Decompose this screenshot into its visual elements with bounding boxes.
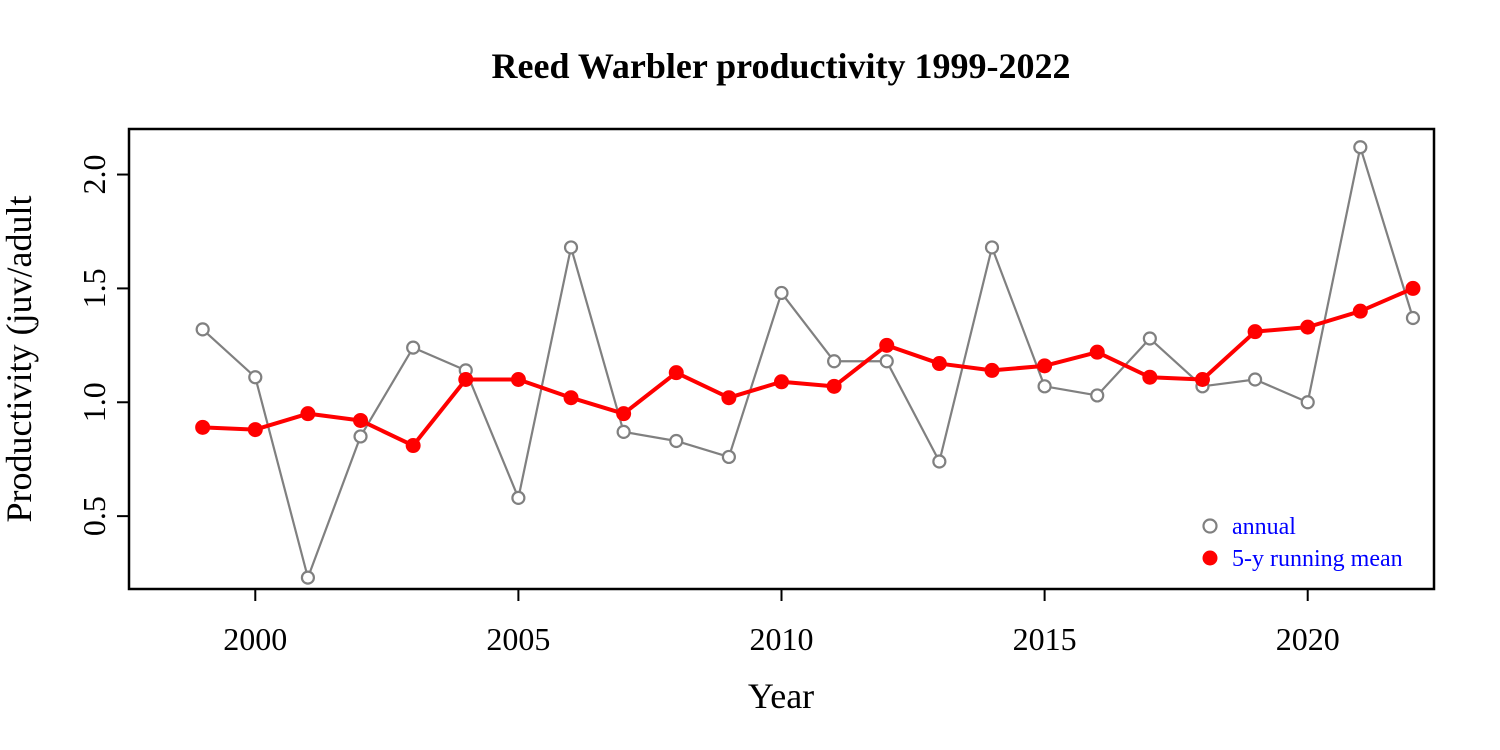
legend: annual 5-y running mean xyxy=(1202,514,1403,572)
point-5-y-running-mean-2010 xyxy=(774,374,789,390)
point-annual-2007 xyxy=(616,424,631,439)
point-annual-2002 xyxy=(353,429,368,444)
point-annual-2015 xyxy=(1037,379,1052,394)
point-annual-1999 xyxy=(195,322,210,337)
point-annual-2019 xyxy=(1247,372,1263,387)
y-tick-label-1.5: 1.5 xyxy=(76,268,112,308)
point-5-y-running-mean-2009 xyxy=(721,390,737,406)
series-line-5-y-running-mean xyxy=(202,286,1414,448)
chart-title: Reed Warbler productivity 1999-2022 xyxy=(492,46,1071,86)
x-axis: 2000 2005 2010 2015 2020 xyxy=(223,589,1340,657)
point-5-y-running-mean-2006 xyxy=(563,390,579,406)
point-annual-2020 xyxy=(1300,395,1315,410)
point-annual-2012 xyxy=(879,354,894,369)
y-tick-label-0.5: 0.5 xyxy=(76,496,112,536)
point-annual-2000 xyxy=(248,370,263,385)
series-annual xyxy=(195,140,1421,585)
point-5-y-running-mean-2000 xyxy=(247,422,263,438)
point-5-y-running-mean-2013 xyxy=(931,356,947,372)
y-axis-label: Productivity (juv/adult xyxy=(0,196,39,523)
point-annual-2011 xyxy=(827,354,842,369)
point-annual-2021 xyxy=(1353,140,1368,155)
legend-mean-label: 5-y running mean xyxy=(1232,546,1403,572)
point-annual-2022 xyxy=(1405,310,1421,326)
x-tick-label-2005: 2005 xyxy=(486,621,550,657)
series-5-y-running-mean xyxy=(195,280,1421,454)
y-tick-label-1.0: 1.0 xyxy=(76,382,112,422)
legend-mean-marker xyxy=(1202,550,1218,566)
point-annual-2009 xyxy=(721,449,736,465)
point-annual-2008 xyxy=(669,433,684,449)
point-5-y-running-mean-2012 xyxy=(879,337,895,353)
point-5-y-running-mean-2008 xyxy=(668,365,684,381)
point-annual-2005 xyxy=(511,490,526,506)
point-annual-2016 xyxy=(1090,388,1105,403)
point-annual-2003 xyxy=(406,340,421,355)
point-5-y-running-mean-1999 xyxy=(195,419,211,435)
point-5-y-running-mean-2007 xyxy=(616,406,632,422)
series-layer xyxy=(195,140,1421,585)
point-5-y-running-mean-2018 xyxy=(1194,371,1210,387)
x-tick-label-2020: 2020 xyxy=(1276,621,1340,657)
point-annual-2014 xyxy=(984,240,1000,255)
point-5-y-running-mean-2015 xyxy=(1037,358,1053,374)
point-annual-2017 xyxy=(1142,331,1157,346)
point-annual-2006 xyxy=(563,240,579,255)
legend-annual-label: annual xyxy=(1232,514,1296,540)
point-5-y-running-mean-2019 xyxy=(1247,324,1263,340)
point-5-y-running-mean-2014 xyxy=(984,362,1000,378)
y-tick-label-2.0: 2.0 xyxy=(76,155,112,195)
x-tick-label-2000: 2000 xyxy=(223,621,287,657)
point-5-y-running-mean-2020 xyxy=(1300,319,1316,335)
point-5-y-running-mean-2021 xyxy=(1352,303,1368,319)
legend-annual-marker xyxy=(1202,518,1218,534)
series-line-annual xyxy=(201,146,1415,579)
point-annual-2010 xyxy=(774,285,789,301)
point-5-y-running-mean-2003 xyxy=(405,438,421,454)
y-axis: 0.5 1.0 1.5 2.0 xyxy=(76,155,129,536)
point-5-y-running-mean-2004 xyxy=(458,371,474,387)
point-5-y-running-mean-2002 xyxy=(353,412,369,428)
point-5-y-running-mean-2001 xyxy=(300,406,316,422)
point-5-y-running-mean-2022 xyxy=(1405,280,1421,296)
point-5-y-running-mean-2005 xyxy=(510,371,526,387)
point-annual-2013 xyxy=(932,454,947,469)
point-annual-2001 xyxy=(300,570,316,585)
x-tick-label-2015: 2015 xyxy=(1013,621,1077,657)
point-5-y-running-mean-2011 xyxy=(826,378,842,394)
x-tick-label-2010: 2010 xyxy=(750,621,814,657)
x-axis-label: Year xyxy=(748,676,814,716)
point-5-y-running-mean-2016 xyxy=(1089,344,1105,360)
point-5-y-running-mean-2017 xyxy=(1142,369,1158,385)
